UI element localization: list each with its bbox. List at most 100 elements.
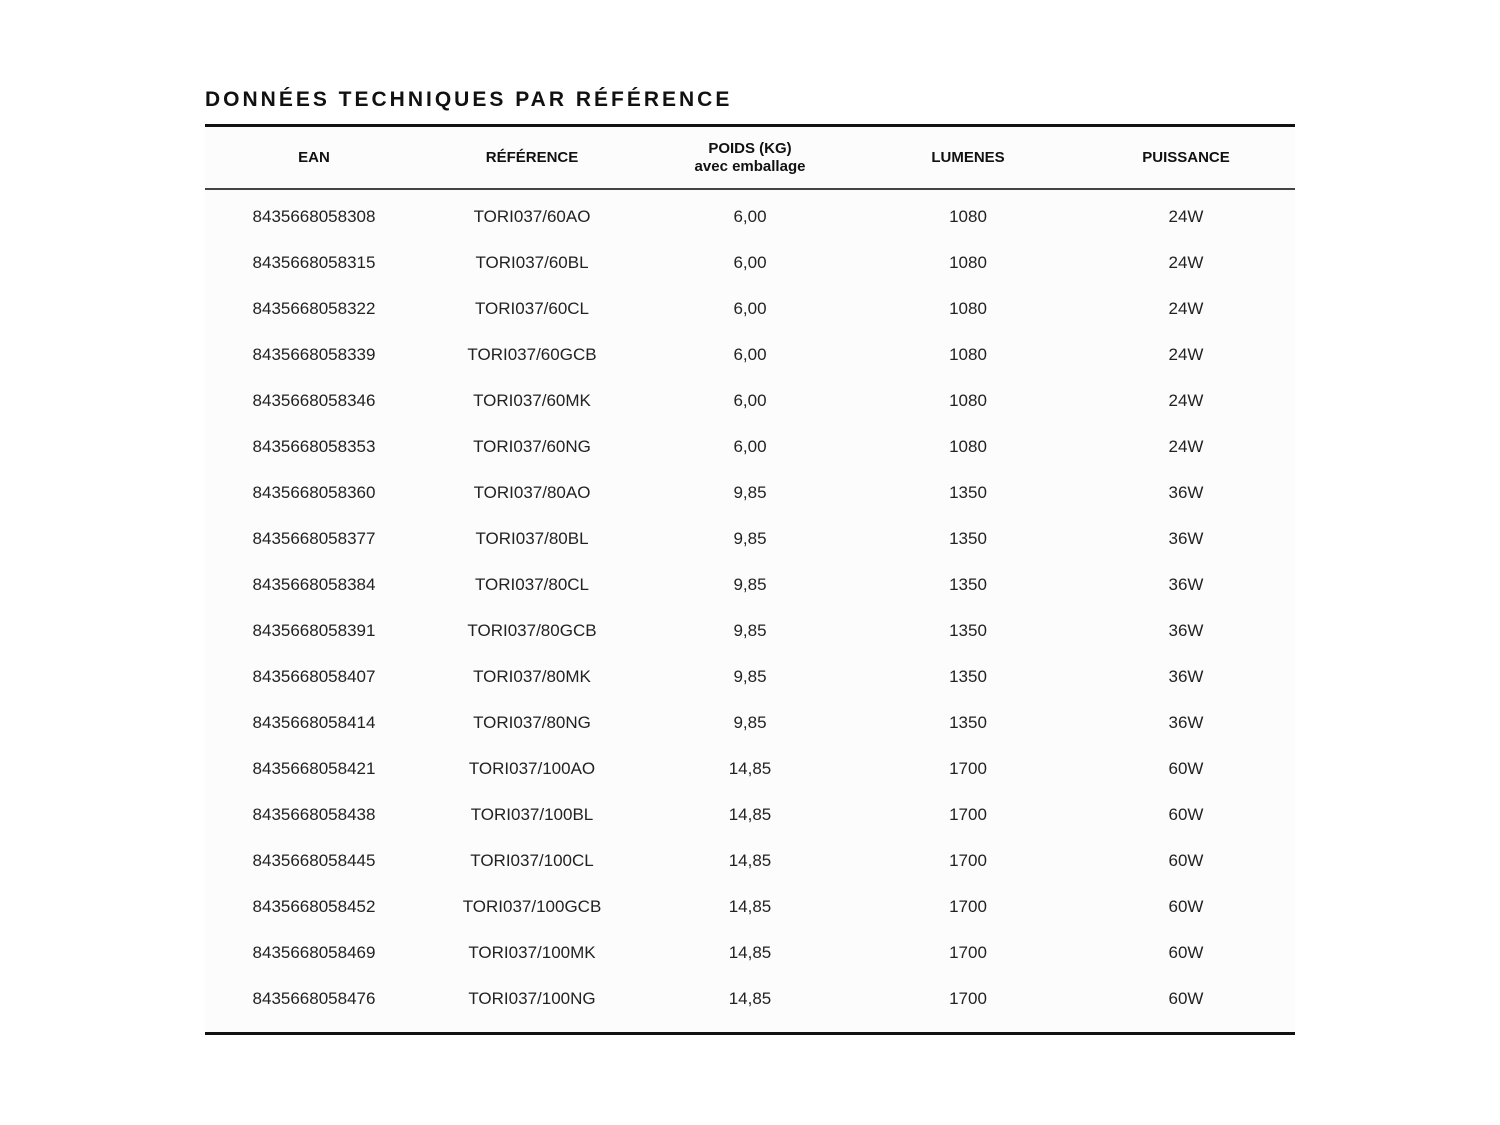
table-row: 8435668058476 TORI037/100NG 14,85 1700 60W <box>205 976 1295 1022</box>
cell-lumenes: 1700 <box>949 851 987 870</box>
cell-reference: TORI037/80GCB <box>467 621 597 640</box>
table-row: 8435668058421 TORI037/100AO 14,85 1700 60W <box>205 746 1295 792</box>
cell-puissance: 36W <box>1168 621 1204 640</box>
cell-reference: TORI037/100MK <box>468 943 596 962</box>
header-ean: EAN <box>298 148 330 166</box>
cell-puissance: 60W <box>1168 851 1204 870</box>
cell-poids: 14,85 <box>728 759 772 778</box>
header-poids-sublabel: avec emballage <box>694 157 806 175</box>
cell-poids: 14,85 <box>728 989 772 1008</box>
table-row: 8435668058360 TORI037/80AO 9,85 1350 36W <box>205 470 1295 516</box>
cell-poids: 9,85 <box>733 575 767 594</box>
cell-poids: 6,00 <box>733 437 767 456</box>
cell-ean: 8435668058438 <box>252 805 376 824</box>
cell-puissance: 36W <box>1168 713 1204 732</box>
cell-reference: TORI037/100GCB <box>462 897 602 916</box>
cell-ean: 8435668058346 <box>252 391 376 410</box>
cell-puissance: 60W <box>1168 989 1204 1008</box>
cell-lumenes: 1080 <box>949 391 987 410</box>
cell-lumenes: 1700 <box>949 805 987 824</box>
cell-lumenes: 1350 <box>949 621 987 640</box>
table-row: 8435668058322 TORI037/60CL 6,00 1080 24W <box>205 286 1295 332</box>
header-lumenes: LUMENES <box>931 148 1005 166</box>
cell-puissance: 24W <box>1168 391 1204 410</box>
cell-reference: TORI037/60NG <box>473 437 591 456</box>
cell-ean: 8435668058445 <box>252 851 376 870</box>
cell-puissance: 60W <box>1168 805 1204 824</box>
cell-reference: TORI037/100CL <box>470 851 594 870</box>
cell-ean: 8435668058414 <box>252 713 376 732</box>
cell-reference: TORI037/100AO <box>468 759 596 778</box>
cell-poids: 9,85 <box>733 529 767 548</box>
table-row: 8435668058346 TORI037/60MK 6,00 1080 24W <box>205 378 1295 424</box>
header-poids: POIDS (KG) avec emballage <box>641 140 859 176</box>
cell-puissance: 24W <box>1168 207 1204 226</box>
cell-reference: TORI037/60MK <box>473 391 591 410</box>
table-row: 8435668058339 TORI037/60GCB 6,00 1080 24W <box>205 332 1295 378</box>
table-row: 8435668058384 TORI037/80CL 9,85 1350 36W <box>205 562 1295 608</box>
header-puissance: PUISSANCE <box>1142 148 1230 166</box>
table-row: 8435668058391 TORI037/80GCB 9,85 1350 36W <box>205 608 1295 654</box>
cell-reference: TORI037/80AO <box>473 483 591 502</box>
cell-puissance: 60W <box>1168 897 1204 916</box>
page-title: DONNÉES TECHNIQUES PAR RÉFÉRENCE <box>205 88 733 111</box>
cell-reference: TORI037/100NG <box>468 989 596 1008</box>
cell-lumenes: 1700 <box>949 943 987 962</box>
cell-reference: TORI037/60GCB <box>467 345 597 364</box>
cell-puissance: 24W <box>1168 345 1204 364</box>
table-row: 8435668058377 TORI037/80BL 9,85 1350 36W <box>205 516 1295 562</box>
cell-ean: 8435668058315 <box>252 253 376 272</box>
cell-reference: TORI037/60AO <box>473 207 591 226</box>
cell-ean: 8435668058452 <box>252 897 376 916</box>
cell-ean: 8435668058377 <box>252 529 376 548</box>
table-row: 8435668058353 TORI037/60NG 6,00 1080 24W <box>205 424 1295 470</box>
cell-poids: 14,85 <box>728 851 772 870</box>
cell-lumenes: 1700 <box>949 897 987 916</box>
cell-puissance: 36W <box>1168 575 1204 594</box>
cell-poids: 6,00 <box>733 299 767 318</box>
table-row: 8435668058438 TORI037/100BL 14,85 1700 60W <box>205 792 1295 838</box>
cell-poids: 9,85 <box>733 621 767 640</box>
cell-poids: 14,85 <box>728 805 772 824</box>
cell-lumenes: 1350 <box>949 667 987 686</box>
cell-puissance: 36W <box>1168 667 1204 686</box>
cell-ean: 8435668058339 <box>252 345 376 364</box>
cell-ean: 8435668058421 <box>252 759 376 778</box>
cell-lumenes: 1080 <box>949 253 987 272</box>
cell-lumenes: 1350 <box>949 529 987 548</box>
cell-lumenes: 1080 <box>949 437 987 456</box>
table-row: 8435668058469 TORI037/100MK 14,85 1700 60W <box>205 930 1295 976</box>
cell-poids: 6,00 <box>733 391 767 410</box>
cell-puissance: 24W <box>1168 437 1204 456</box>
cell-poids: 6,00 <box>733 253 767 272</box>
cell-lumenes: 1080 <box>949 299 987 318</box>
cell-puissance: 36W <box>1168 483 1204 502</box>
cell-reference: TORI037/60BL <box>475 253 589 272</box>
table-row: 8435668058445 TORI037/100CL 14,85 1700 60W <box>205 838 1295 884</box>
cell-lumenes: 1700 <box>949 989 987 1008</box>
cell-poids: 6,00 <box>733 207 767 226</box>
table-row: 8435668058407 TORI037/80MK 9,85 1350 36W <box>205 654 1295 700</box>
technical-data-table: EAN RÉFÉRENCE POIDS (KG) avec emballage … <box>205 124 1295 1035</box>
cell-reference: TORI037/80BL <box>475 529 589 548</box>
cell-poids: 9,85 <box>733 483 767 502</box>
cell-lumenes: 1350 <box>949 483 987 502</box>
cell-poids: 14,85 <box>728 943 772 962</box>
cell-ean: 8435668058360 <box>252 483 376 502</box>
cell-reference: TORI037/80NG <box>473 713 591 732</box>
table-row: 8435668058315 TORI037/60BL 6,00 1080 24W <box>205 240 1295 286</box>
cell-ean: 8435668058384 <box>252 575 376 594</box>
cell-ean: 8435668058476 <box>252 989 376 1008</box>
cell-ean: 8435668058308 <box>252 207 376 226</box>
cell-lumenes: 1700 <box>949 759 987 778</box>
cell-poids: 6,00 <box>733 345 767 364</box>
cell-puissance: 24W <box>1168 299 1204 318</box>
cell-poids: 14,85 <box>728 897 772 916</box>
cell-lumenes: 1080 <box>949 345 987 364</box>
cell-poids: 9,85 <box>733 713 767 732</box>
cell-lumenes: 1350 <box>949 575 987 594</box>
cell-ean: 8435668058391 <box>252 621 376 640</box>
table-body: 8435668058308 TORI037/60AO 6,00 1080 24W 8435… <box>205 190 1295 1035</box>
cell-ean: 8435668058322 <box>252 299 376 318</box>
header-poids-label: POIDS (KG) <box>708 139 792 157</box>
